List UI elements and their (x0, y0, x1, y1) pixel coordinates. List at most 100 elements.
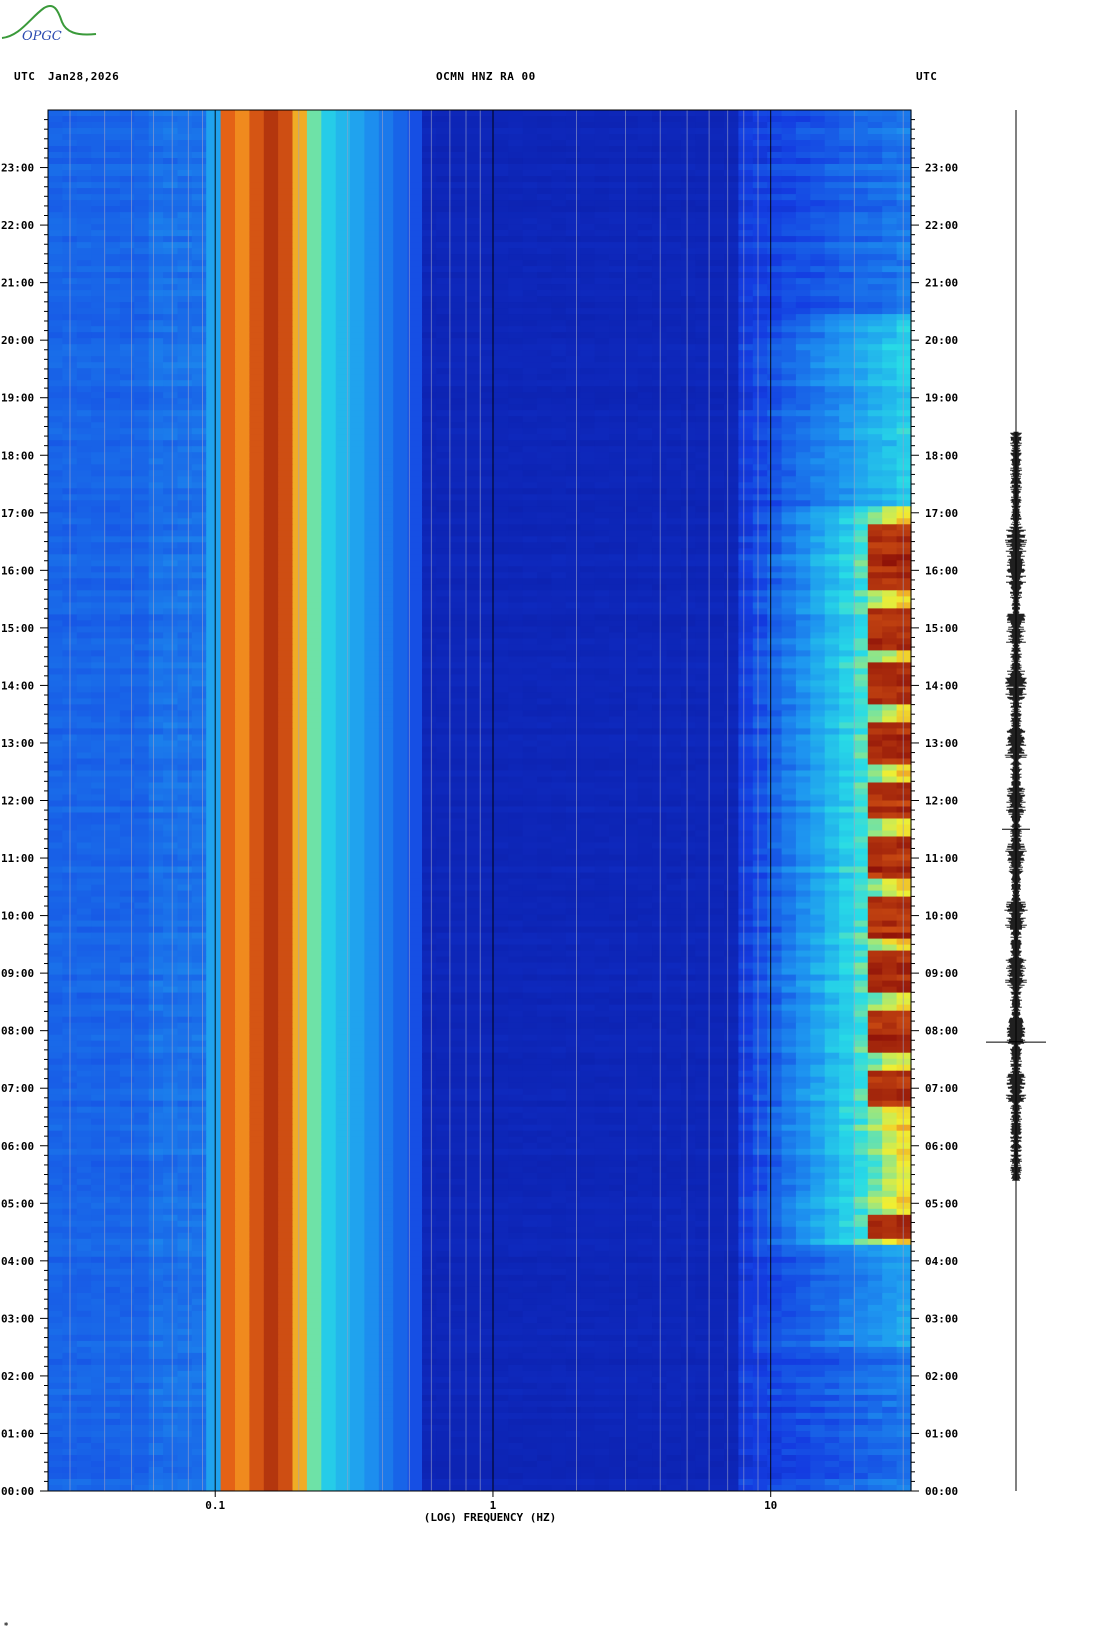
heatmap-cell (824, 326, 840, 333)
heatmap-cell (163, 146, 179, 153)
heatmap-cell (292, 140, 308, 147)
heatmap-cell (335, 182, 351, 189)
heatmap-cell (191, 596, 207, 603)
heatmap-cell (91, 260, 107, 267)
heatmap-cell (680, 494, 696, 501)
heatmap-cell (393, 416, 409, 423)
heatmap-cell (177, 260, 193, 267)
heatmap-cell (824, 140, 840, 147)
heatmap-cell (882, 566, 898, 573)
heatmap-cell (680, 476, 696, 483)
heatmap-cell (695, 374, 711, 381)
heatmap-cell (465, 272, 481, 279)
heatmap-cell (306, 500, 322, 507)
heatmap-cell (163, 314, 179, 321)
heatmap-cell (350, 170, 365, 177)
heatmap-cell (781, 272, 797, 279)
heatmap-cell (422, 542, 437, 549)
heatmap-cell (853, 524, 869, 531)
heatmap-cell (220, 320, 236, 327)
heatmap-cell (724, 584, 739, 591)
heatmap-cell (896, 200, 912, 207)
heatmap-cell (724, 296, 739, 303)
heatmap-cell (119, 590, 135, 597)
heatmap-cell (91, 254, 107, 261)
heatmap-cell (565, 512, 581, 519)
heatmap-cell (882, 206, 898, 213)
heatmap-cell (306, 194, 322, 201)
heatmap-cell (335, 260, 351, 267)
heatmap-cell (220, 476, 236, 483)
heatmap-cell (652, 254, 668, 261)
heatmap-cell (91, 164, 107, 171)
heatmap-cell (422, 308, 437, 315)
heatmap-cell (609, 134, 624, 141)
heatmap-cell (824, 464, 840, 471)
heatmap-cell (882, 398, 898, 405)
heatmap-cell (565, 212, 581, 219)
heatmap-cell (896, 140, 912, 147)
heatmap-cell (163, 206, 179, 213)
heatmap-cell (781, 218, 797, 225)
heatmap-cell (839, 422, 855, 429)
heatmap-cell (637, 272, 653, 279)
heatmap-cell (767, 356, 783, 363)
heatmap-cell (321, 494, 337, 501)
heatmap-cell (853, 158, 869, 165)
heatmap-cell (436, 380, 452, 387)
heatmap-cell (623, 548, 639, 555)
heatmap-cell (839, 248, 855, 255)
heatmap-cell (810, 362, 826, 369)
heatmap-cell (378, 314, 394, 321)
heatmap-cell (551, 362, 567, 369)
heatmap-cell (522, 470, 538, 477)
heatmap-cell (580, 542, 596, 549)
heatmap-cell (867, 134, 883, 141)
heatmap-cell (48, 302, 63, 309)
heatmap-cell (335, 224, 351, 231)
heatmap-cell (292, 296, 308, 303)
heatmap-cell (393, 284, 409, 291)
heatmap-cell (709, 122, 725, 129)
heatmap-cell (134, 320, 150, 327)
heatmap-cell (551, 560, 567, 567)
heatmap-cell (767, 596, 783, 603)
heatmap-cell (177, 110, 193, 117)
heatmap-cell (810, 386, 826, 393)
heatmap-cell (450, 536, 466, 543)
heatmap-cell (767, 266, 783, 273)
heatmap-cell (191, 272, 207, 279)
heatmap-cell (76, 398, 92, 405)
heatmap-cell (839, 350, 855, 357)
heatmap-cell (580, 248, 596, 255)
heatmap-cell (609, 524, 624, 531)
heatmap-cell (191, 236, 207, 243)
heatmap-cell (177, 368, 193, 375)
heatmap-cell (609, 440, 624, 447)
heatmap-cell (134, 110, 150, 117)
heatmap-cell (278, 392, 294, 399)
heatmap-cell (350, 272, 365, 279)
heatmap-cell (680, 350, 696, 357)
heatmap-cell (594, 230, 610, 237)
heatmap-cell (479, 296, 495, 303)
heatmap-cell (666, 410, 682, 417)
heatmap-cell (263, 368, 279, 375)
heatmap-cell (767, 494, 783, 501)
heatmap-cell (551, 278, 567, 285)
heatmap-cell (306, 422, 322, 429)
heatmap-cell (148, 320, 164, 327)
heatmap-cell (680, 242, 696, 249)
heatmap-cell (594, 368, 610, 375)
heatmap-cell (666, 218, 682, 225)
heatmap-cell (522, 302, 538, 309)
heatmap-cell (249, 560, 265, 567)
heatmap-cell (134, 512, 150, 519)
heatmap-cell (306, 164, 322, 171)
heatmap-cell (48, 410, 63, 417)
heatmap-cell (292, 134, 308, 141)
heatmap-cell (537, 548, 552, 555)
heatmap-cell (378, 566, 394, 573)
heatmap-cell (666, 350, 682, 357)
heatmap-cell (767, 392, 783, 399)
